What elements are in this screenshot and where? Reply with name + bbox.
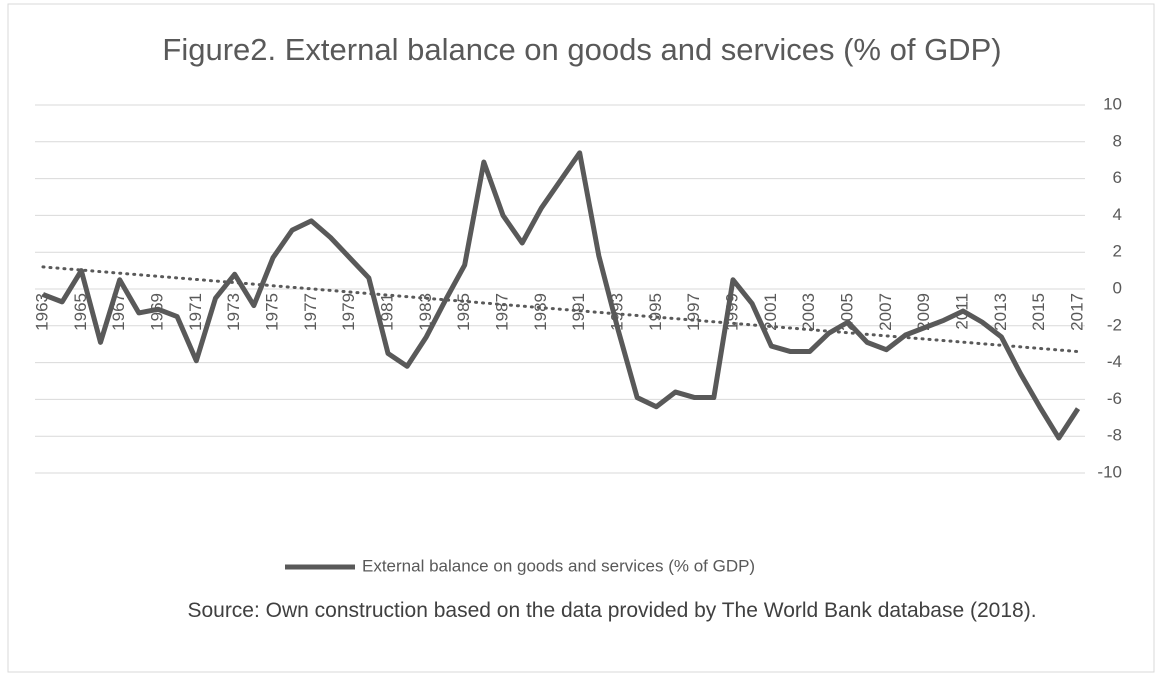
x-tick-label: 1991	[569, 293, 588, 331]
x-tick-label: 1989	[531, 293, 550, 331]
y-tick-label: 8	[1113, 131, 1122, 150]
x-tick-label: 1963	[32, 293, 51, 331]
y-tick-label: -2	[1107, 315, 1122, 334]
y-tick-label: 2	[1113, 242, 1122, 261]
data-line	[42, 150, 1081, 441]
x-tick-label: 1983	[416, 293, 435, 331]
x-tick-label: 1965	[71, 293, 90, 331]
x-tick-label: 2003	[799, 293, 818, 331]
x-tick-label: 1977	[301, 293, 320, 331]
y-tick-label: 0	[1113, 278, 1122, 297]
x-tick-label: 2017	[1067, 293, 1086, 331]
x-tick-label: 2005	[837, 293, 856, 331]
y-tick-label: -8	[1107, 426, 1122, 445]
x-tick-label: 2015	[1029, 293, 1048, 331]
y-tick-label: 6	[1113, 168, 1122, 187]
y-tick-label: -4	[1107, 352, 1122, 371]
x-tick-label: 1995	[646, 293, 665, 331]
chart-title: Figure2. External balance on goods and s…	[162, 32, 1001, 67]
x-tick-label: 1987	[492, 293, 511, 331]
chart-border	[7, 3, 1155, 673]
x-tick-label: 1985	[454, 293, 473, 331]
x-tick-label: 1975	[262, 293, 281, 331]
legend-label: External balance on goods and services (…	[362, 556, 755, 575]
x-tick-label: 2013	[991, 293, 1010, 331]
x-tick-label: 2009	[914, 293, 933, 331]
x-tick-label: 2001	[761, 293, 780, 331]
x-tick-label: 1997	[684, 293, 703, 331]
y-tick-label: -10	[1097, 462, 1122, 481]
x-tick-label: 1979	[339, 293, 358, 331]
source-note: Source: Own construction based on the da…	[187, 599, 1037, 622]
x-tick-label: 1971	[186, 293, 205, 331]
x-tick-label: 1973	[224, 293, 243, 331]
y-tick-label: 10	[1103, 94, 1122, 113]
y-tick-label: 4	[1113, 205, 1122, 224]
y-tick-label: -6	[1107, 389, 1122, 408]
x-tick-label: 2007	[876, 293, 895, 331]
trendline	[41, 265, 1080, 354]
